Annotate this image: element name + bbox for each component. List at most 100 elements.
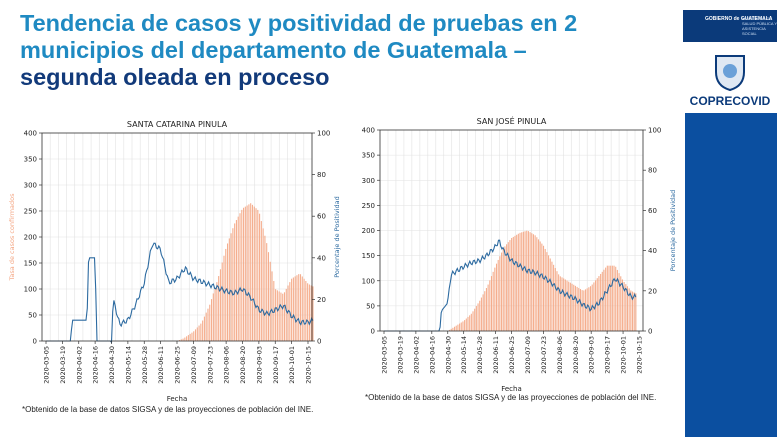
case-rate-bar <box>264 235 266 341</box>
case-rate-bar <box>299 274 302 341</box>
case-rate-bar <box>228 238 230 341</box>
case-rate-bar <box>307 283 309 341</box>
y-right-tick-label: 20 <box>648 287 657 295</box>
case-rate-bar <box>255 208 257 341</box>
x-tick-label: 2020-03-19 <box>59 346 67 384</box>
case-rate-bar <box>448 329 451 331</box>
case-rate-bar <box>310 285 312 341</box>
case-rate-bar <box>283 292 286 341</box>
y-right-tick-label: 0 <box>317 338 321 346</box>
case-rate-bar <box>225 248 227 341</box>
y-left-tick-label: 350 <box>362 152 375 160</box>
case-rate-bar <box>601 271 603 331</box>
case-rate-bar <box>519 232 521 331</box>
x-tick-label: 2020-09-03 <box>588 336 596 374</box>
case-rate-bar <box>479 300 481 331</box>
case-rate-bar <box>203 316 205 341</box>
case-rate-bar <box>497 259 499 331</box>
case-rate-bar <box>522 231 524 331</box>
case-rate-bar <box>613 265 615 331</box>
case-rate-bar <box>193 331 195 341</box>
x-tick-label: 2020-08-20 <box>572 336 580 374</box>
chart-title: SANTA CATARINA PINULA <box>127 120 228 129</box>
case-rate-bar <box>608 265 610 331</box>
case-rate-bar <box>623 282 625 331</box>
case-rate-bar <box>232 228 234 341</box>
case-rate-bar <box>465 318 467 331</box>
case-rate-bar <box>248 204 250 341</box>
case-rate-bar <box>605 267 607 331</box>
title-part-2: segunda oleada en proceso <box>20 64 330 90</box>
x-tick-label: 2020-09-17 <box>272 346 280 384</box>
y-left-tick-label: 150 <box>24 260 37 268</box>
case-rate-bar <box>239 213 241 341</box>
case-rate-bar <box>561 277 563 331</box>
case-rate-bar <box>219 269 221 341</box>
case-rate-bar <box>618 273 620 331</box>
case-rate-bar <box>578 287 580 331</box>
case-rate-bar <box>267 252 270 341</box>
case-rate-bar <box>216 282 218 341</box>
case-rate-bar <box>457 324 459 331</box>
case-rate-bar <box>501 252 503 331</box>
case-rate-bar <box>282 293 284 341</box>
case-rate-bar <box>253 206 255 341</box>
x-tick-label: 2020-04-16 <box>92 346 100 384</box>
case-rate-bar <box>569 282 571 331</box>
case-rate-bar <box>603 269 605 331</box>
case-rate-bar <box>260 221 262 341</box>
case-rate-bar <box>621 279 623 331</box>
case-rate-bar <box>516 234 518 331</box>
case-rate-bar <box>194 329 197 341</box>
case-rate-bar <box>251 204 254 341</box>
case-rate-bar <box>294 276 296 341</box>
case-rate-bar <box>235 220 237 341</box>
case-rate-bar <box>489 280 491 331</box>
case-rate-bar <box>296 275 298 341</box>
case-rate-bar <box>472 311 474 331</box>
case-rate-bar <box>626 286 629 331</box>
case-rate-bar <box>241 209 243 341</box>
chart-santa-catarina-pinula: 0 50 100 150 200 250 300 350 400 0 20 40 60 80 100 2020… <box>8 120 341 403</box>
case-rate-bar <box>534 235 536 331</box>
case-rate-bar <box>546 252 548 331</box>
title-part-1: Tendencia de casos y positividad de prue… <box>20 10 578 63</box>
case-rate-bar <box>480 297 482 331</box>
case-rate-bar <box>628 288 630 331</box>
case-rate-bar <box>566 280 568 331</box>
y-right-tick-label: 80 <box>317 171 326 179</box>
y-left-tick-label: 0 <box>371 328 375 336</box>
case-rate-bar <box>593 282 595 331</box>
case-rate-bar <box>492 271 494 331</box>
case-rate-bar <box>588 287 590 331</box>
y-right-tick-label: 60 <box>317 213 326 221</box>
case-rate-bar <box>246 205 248 341</box>
y-left-tick-label: 350 <box>24 156 37 164</box>
case-rate-bar <box>586 288 588 331</box>
y-right-tick-label: 100 <box>317 130 330 138</box>
case-rate-bar <box>273 280 275 341</box>
x-tick-label: 2020-07-23 <box>540 336 548 374</box>
x-tick-label: 2020-06-25 <box>174 346 182 384</box>
y-left-tick-label: 400 <box>24 130 37 138</box>
case-rate-bar <box>527 231 529 331</box>
case-rate-bar <box>499 256 501 331</box>
case-rate-bar <box>548 255 550 331</box>
x-tick-label: 2020-10-15 <box>305 346 313 384</box>
case-rate-bar <box>571 283 573 331</box>
case-rate-bar <box>303 278 305 341</box>
case-rate-bar <box>212 293 214 341</box>
x-tick-label: 2020-07-23 <box>206 346 214 384</box>
case-rate-bar <box>202 320 204 341</box>
case-rate-bar <box>544 248 546 331</box>
case-rate-bar <box>531 233 533 331</box>
case-rate-bar <box>209 304 211 341</box>
case-rate-bar <box>178 340 181 341</box>
case-rate-bar <box>278 291 280 341</box>
case-rate-bar <box>292 277 294 341</box>
x-tick-label: 2020-05-28 <box>476 336 484 374</box>
case-rate-bar <box>198 325 200 341</box>
x-tick-label: 2020-04-16 <box>428 336 436 374</box>
y-right-tick-label: 20 <box>317 296 326 304</box>
coprecovid-label: COPRECOVID <box>689 94 771 108</box>
